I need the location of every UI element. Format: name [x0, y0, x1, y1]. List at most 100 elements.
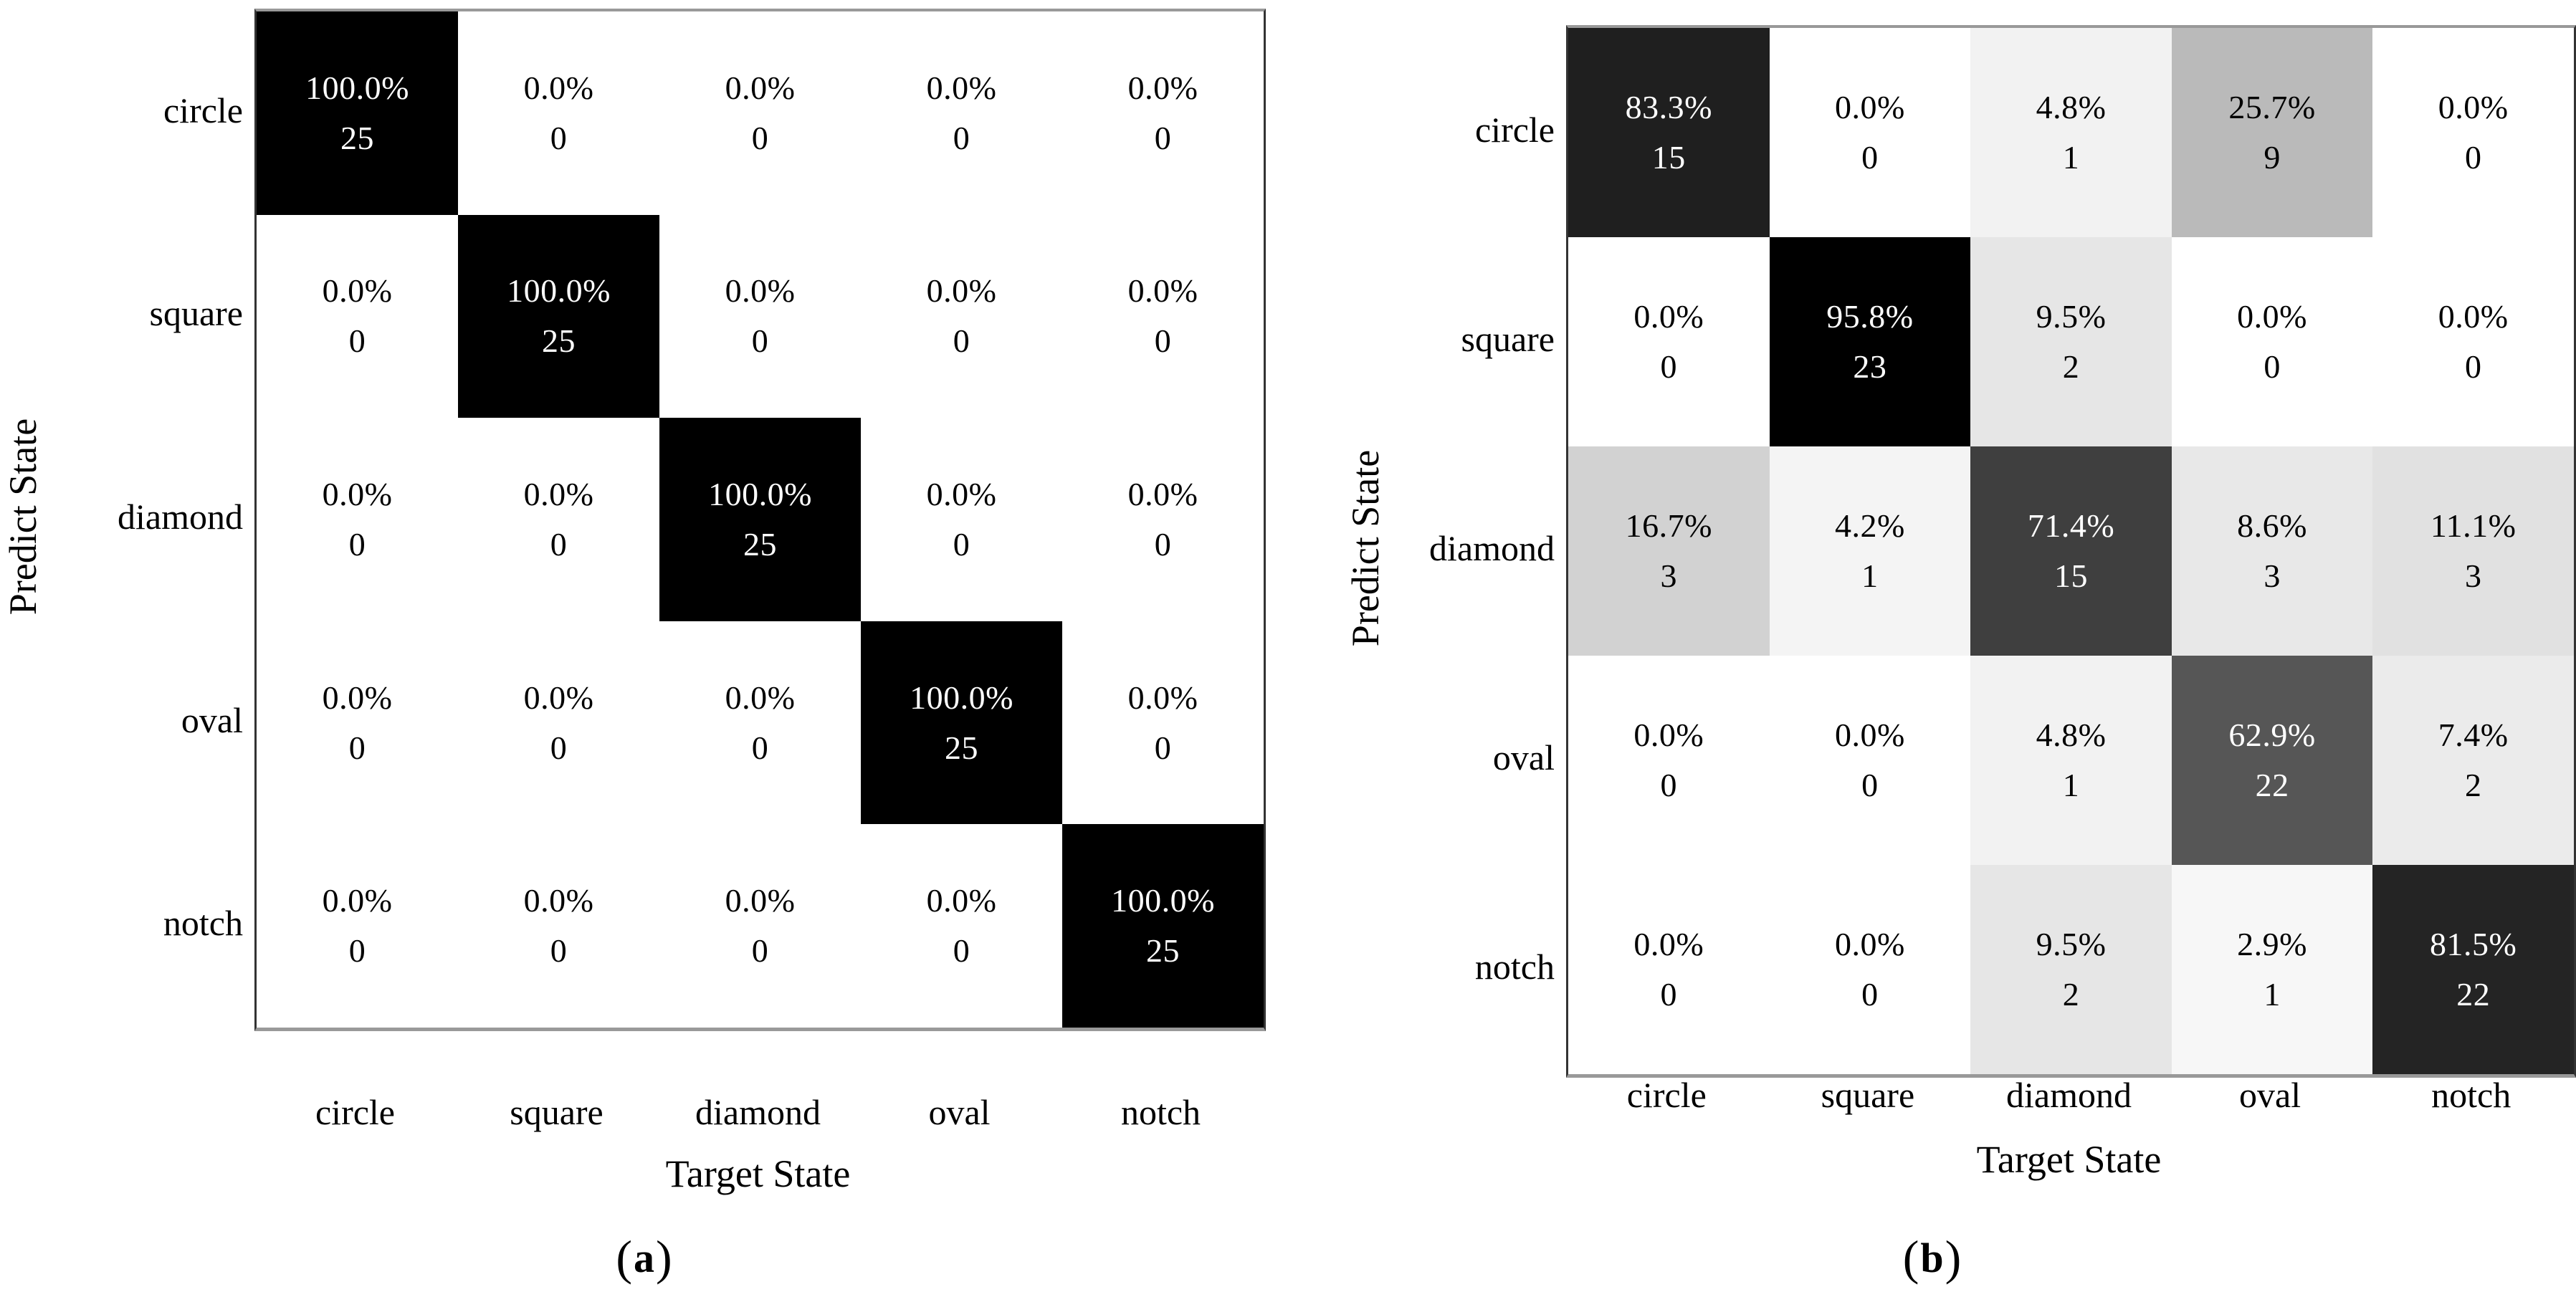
cell-percent: 62.9% — [2228, 717, 2316, 753]
cell-percent: 0.0% — [1127, 69, 1198, 106]
x-tick-label-notch: notch — [1120, 1092, 1201, 1132]
cell-percent: 0.0% — [322, 272, 393, 310]
cell-count: 0 — [751, 322, 769, 360]
row-labels: circle square diamond oval notch — [1288, 25, 1555, 1071]
cell-percent: 0.0% — [322, 475, 393, 512]
matrix-cell-notch-square: 0.0% 0 — [458, 824, 659, 1028]
cell-count: 1 — [1861, 557, 1879, 594]
y-tick-label-oval: oval — [1492, 737, 1555, 777]
cell-count: 15 — [2053, 557, 2088, 594]
x-tick-label-square: square — [510, 1092, 604, 1132]
cell-count: 0 — [1660, 767, 1678, 803]
cell-count: 25 — [945, 729, 978, 766]
cell-count: 0 — [1154, 525, 1172, 563]
cell-percent: 100.0% — [507, 272, 611, 310]
panel-caption: (a) — [0, 1218, 1288, 1297]
cell-count: 0 — [2464, 348, 2482, 385]
cell-count: 0 — [550, 729, 568, 766]
cell-count: 3 — [2464, 557, 2482, 594]
x-tick-label-square: square — [1821, 1075, 1915, 1115]
matrix-cell-notch-circle: 0.0% 0 — [1568, 865, 1770, 1074]
panel-b: Predict State circle square diamond oval not… — [1288, 0, 2576, 1297]
matrix-cell-notch-oval: 2.9% 1 — [2171, 865, 2373, 1074]
cell-count: 0 — [348, 525, 366, 563]
x-tick-label-oval: oval — [928, 1092, 991, 1132]
cell-count: 1 — [2062, 139, 2080, 176]
cell-percent: 16.7% — [1625, 507, 1712, 544]
cell-percent: 11.1% — [2430, 507, 2517, 544]
cell-percent: 95.8% — [1826, 298, 1914, 335]
caption-close-paren: ) — [1945, 1230, 1962, 1285]
y-tick-label-diamond: diamond — [1429, 528, 1555, 568]
cell-count: 0 — [348, 932, 366, 970]
cell-percent: 0.0% — [1633, 298, 1704, 335]
cell-count: 1 — [2263, 976, 2281, 1013]
matrix-cell-oval-notch: 0.0% 0 — [1062, 621, 1264, 825]
cell-percent: 0.0% — [926, 475, 997, 512]
matrix-cell-square-circle: 0.0% 0 — [1568, 237, 1770, 446]
matrix-cell-square-notch: 0.0% 0 — [1062, 214, 1264, 418]
matrix-cell-square-square: 100.0% 25 — [458, 214, 659, 418]
confusion-matrix-a: 100.0% 25 0.0% 0 0.0% 0 0.0% 0 0.0% 0 0.0% 0 100.0% 2… — [254, 9, 1266, 1031]
cell-percent: 9.5% — [2036, 926, 2107, 962]
matrix-cell-diamond-oval: 0.0% 0 — [861, 418, 1062, 621]
cell-percent: 0.0% — [2438, 298, 2509, 335]
cell-percent: 4.8% — [2036, 717, 2107, 753]
cell-count: 0 — [1861, 767, 1879, 803]
matrix-cell-circle-square: 0.0% 0 — [1769, 28, 1971, 237]
cell-percent: 7.4% — [2438, 717, 2509, 753]
cell-count: 0 — [1660, 976, 1678, 1013]
cell-count: 0 — [1154, 119, 1172, 156]
matrix-cell-square-oval: 0.0% 0 — [861, 214, 1062, 418]
caption-letter: a — [634, 1234, 654, 1281]
cell-count: 25 — [743, 525, 777, 563]
caption-open-paren: ( — [1902, 1230, 1919, 1285]
cell-count: 0 — [550, 119, 568, 156]
matrix-cell-square-diamond: 9.5% 2 — [1970, 237, 2172, 446]
cell-count: 0 — [1154, 322, 1172, 360]
cell-percent: 100.0% — [1111, 882, 1215, 919]
cell-count: 22 — [2456, 976, 2491, 1013]
matrix-cell-diamond-diamond: 71.4% 15 — [1970, 446, 2172, 656]
cell-count: 0 — [953, 525, 970, 563]
cell-count: 0 — [348, 729, 366, 766]
cell-percent: 0.0% — [926, 272, 997, 310]
matrix-cell-notch-notch: 81.5% 22 — [2372, 865, 2574, 1074]
matrix-cell-circle-square: 0.0% 0 — [458, 11, 659, 215]
cell-percent: 0.0% — [1633, 926, 1704, 962]
cell-percent: 4.8% — [2036, 89, 2107, 125]
cell-percent: 100.0% — [910, 679, 1013, 716]
cell-count: 0 — [751, 729, 769, 766]
cell-percent: 0.0% — [2438, 89, 2509, 125]
x-tick-label-circle: circle — [315, 1092, 395, 1132]
matrix-cell-circle-diamond: 0.0% 0 — [659, 11, 861, 215]
x-tick-label-oval: oval — [2239, 1075, 2301, 1115]
cell-count: 25 — [340, 119, 374, 156]
cell-count: 1 — [2062, 767, 2080, 803]
cell-percent: 0.0% — [725, 69, 796, 106]
cell-percent: 0.0% — [1127, 475, 1198, 512]
matrix-cell-circle-circle: 83.3% 15 — [1568, 28, 1770, 237]
caption-letter: b — [1920, 1234, 1944, 1281]
cell-percent: 0.0% — [725, 679, 796, 716]
cell-percent: 0.0% — [1834, 89, 1905, 125]
cell-percent: 2.9% — [2237, 926, 2307, 962]
y-tick-label-circle: circle — [163, 90, 243, 130]
matrix-cell-square-circle: 0.0% 0 — [257, 214, 458, 418]
x-tick-label-notch: notch — [2431, 1075, 2511, 1115]
matrix-cell-oval-circle: 0.0% 0 — [257, 621, 458, 825]
matrix-cell-square-notch: 0.0% 0 — [2372, 237, 2574, 446]
matrix-cell-notch-circle: 0.0% 0 — [257, 824, 458, 1028]
cell-count: 0 — [550, 932, 568, 970]
x-tick-label-circle: circle — [1626, 1075, 1707, 1115]
y-tick-label-notch: notch — [1474, 947, 1555, 987]
cell-count: 3 — [2263, 557, 2281, 594]
cell-count: 25 — [1146, 932, 1180, 970]
matrix-cell-oval-notch: 7.4% 2 — [2372, 656, 2574, 865]
cell-count: 0 — [751, 119, 769, 156]
caption-close-paren: ) — [656, 1230, 672, 1285]
caption-open-paren: ( — [616, 1230, 632, 1285]
matrix-cell-circle-oval: 25.7% 9 — [2171, 28, 2373, 237]
matrix-cell-oval-square: 0.0% 0 — [458, 621, 659, 825]
panel-caption: (b) — [1288, 1218, 2576, 1297]
